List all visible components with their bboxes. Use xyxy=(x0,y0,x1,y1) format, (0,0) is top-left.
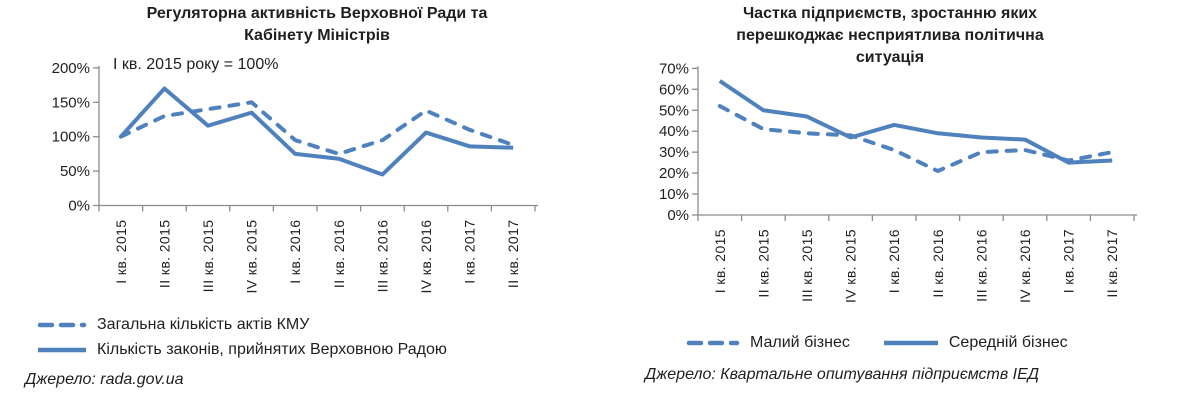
x-tick-label: ІІ кв. 2017 xyxy=(505,220,521,289)
x-tick-label: ІІІ кв. 2015 xyxy=(200,220,216,293)
x-tick-label: І кв. 2016 xyxy=(287,220,303,284)
x-tick-label: І кв. 2017 xyxy=(1061,229,1077,293)
y-tick-label: 0% xyxy=(68,198,90,215)
legend: Малий бізнес Середній бізнес xyxy=(685,334,1068,352)
x-tick-label: ІІ кв. 2016 xyxy=(930,229,946,298)
series-line-solid xyxy=(119,86,514,177)
y-tick-label: 150% xyxy=(52,94,90,111)
y-tick-label: 30% xyxy=(659,144,689,161)
x-tick-label: ІІ кв. 2017 xyxy=(1104,229,1120,298)
x-tick-label: ІІІ кв. 2015 xyxy=(799,229,815,302)
solid-line-swatch-icon xyxy=(883,340,938,346)
y-tick-label: 40% xyxy=(659,123,689,140)
chart-title: Регуляторна активність Верховної Ради та… xyxy=(92,3,542,47)
chart-title-line: Частка підприємств, зростанню яких xyxy=(742,5,1038,22)
source-note: Джерело: Квартальне опитування підприємс… xyxy=(645,366,1040,383)
y-tick-label: 50% xyxy=(659,102,689,119)
dashed-line-swatch-icon xyxy=(686,340,740,346)
series-line-dashed xyxy=(118,100,516,156)
x-tick-label: ІІІ кв. 2016 xyxy=(374,220,390,293)
x-tick-label: ІV кв. 2015 xyxy=(244,220,260,294)
legend: Загальна кількість актів КМУ Кількість з… xyxy=(36,316,447,359)
plot-area-enterprises: 0% 10% 20% 30% 40% 50% 60% 70% І кв. 2015 ІІ кв. … xyxy=(659,60,1137,303)
x-tick-label: І кв. 2016 xyxy=(886,229,902,293)
legend-label: Загальна кількість актів КМУ xyxy=(97,316,310,333)
chart-political-obstacle-share: 0% 10% 20% 30% 40% 50% 60% 70% І кв. 2015 ІІ кв. … xyxy=(591,0,1183,401)
y-tick-label: 20% xyxy=(659,165,689,182)
legend-label: Кількість законів, прийнятих Верховною Р… xyxy=(97,341,447,358)
series-line-dashed xyxy=(717,104,1115,174)
y-tick-label: 10% xyxy=(659,186,689,203)
legend-label: Середній бізнес xyxy=(948,334,1068,351)
x-tick-label: І кв. 2015 xyxy=(113,220,129,284)
legend-item-small-business: Малий бізнес xyxy=(685,334,850,352)
x-tick-label: ІV кв. 2016 xyxy=(418,220,434,294)
legend-label: Малий бізнес xyxy=(750,334,850,351)
y-tick-label: 50% xyxy=(60,163,90,180)
x-tick-label: ІІ кв. 2015 xyxy=(156,220,172,289)
x-tick-label: І кв. 2015 xyxy=(712,229,728,293)
chart-title-line: Регуляторна активність Верховної Ради та xyxy=(146,5,488,22)
source-note: Джерело: rada.gov.ua xyxy=(25,371,184,388)
x-tick-label: ІІ кв. 2015 xyxy=(755,229,771,298)
dashed-line-swatch-icon xyxy=(37,322,87,328)
x-tick-label: ІІІ кв. 2016 xyxy=(973,229,989,302)
chart-regulatory-activity: 0% 50% 100% 150% 200% І кв. 2015 ІІ кв. 2015 ІІ… xyxy=(0,0,591,401)
solid-line-swatch-icon xyxy=(38,347,86,353)
y-tick-label: 200% xyxy=(52,60,90,77)
chart-title-line: Кабінету Міністрів xyxy=(244,27,390,44)
chart-title-line: ситуація xyxy=(855,49,925,66)
chart-title-line: перешкоджає несприятлива політична xyxy=(736,27,1044,44)
legend-item-medium-business: Середній бізнес xyxy=(882,334,1068,352)
y-tick-label: 60% xyxy=(659,81,689,98)
legend-item-vr-laws: Кількість законів, прийнятих Верховною Р… xyxy=(36,341,447,359)
series-line-solid xyxy=(718,79,1113,165)
x-tick-label: ІV кв. 2016 xyxy=(1017,229,1033,303)
x-tick-label: І кв. 2017 xyxy=(462,219,478,283)
x-tick-label: ІІ кв. 2016 xyxy=(331,220,347,289)
chart-title: Частка підприємств, зростанню яких переш… xyxy=(670,3,1110,69)
y-tick-label: 100% xyxy=(52,129,90,146)
y-tick-label: 70% xyxy=(659,60,689,77)
legend-item-kmu-acts: Загальна кількість актів КМУ xyxy=(36,316,447,334)
plot-area-regulatory: 0% 50% 100% 150% 200% І кв. 2015 ІІ кв. 2015 ІІ… xyxy=(52,60,538,294)
base-period-note: І кв. 2015 року = 100% xyxy=(113,56,279,73)
x-tick-label: ІV кв. 2015 xyxy=(843,229,859,303)
y-tick-label: 0% xyxy=(667,207,689,224)
